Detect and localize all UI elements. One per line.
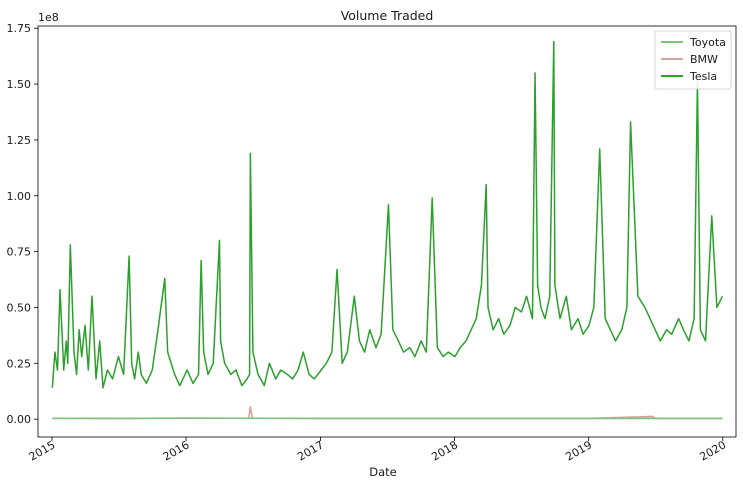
x-tick-label: 2020 [698,438,729,463]
y-tick-label: 1.00 [7,190,32,203]
x-tick-label: 2019 [563,438,594,463]
x-tick-label: 2015 [27,438,58,463]
series-line-tesla [51,40,724,389]
legend-label-toyota: Toyota [689,36,726,49]
y-axis-offset-label: 1e8 [38,11,59,24]
axes-frame [37,25,737,438]
y-tick-label: 0.50 [7,301,32,314]
plot-lines [51,40,724,420]
y-tick-label: 1.75 [7,22,32,35]
y-axis: 0.00 0.25 0.50 0.75 1.00 1.25 1.50 1.75 [7,22,38,426]
series-line-bmw [52,406,723,420]
legend-label-tesla: Tesla [689,70,717,83]
x-tick-label: 2016 [161,438,192,463]
x-axis-label: Date [369,465,397,479]
y-tick-label: 0.00 [7,413,32,426]
chart-title: Volume Traded [341,8,434,23]
legend-box [654,30,732,90]
y-tick-label: 0.75 [7,246,32,259]
legend-label-bmw: BMW [690,53,718,66]
y-tick-label: 0.25 [7,357,32,370]
x-tick-label: 2017 [295,438,326,463]
legend: Toyota BMW Tesla [654,30,732,90]
x-tick-label: 2018 [429,438,460,463]
y-tick-label: 1.25 [7,134,32,147]
y-tick-label: 1.50 [7,78,32,91]
x-axis: 2015 2016 2017 2018 2019 2020 [27,437,729,464]
